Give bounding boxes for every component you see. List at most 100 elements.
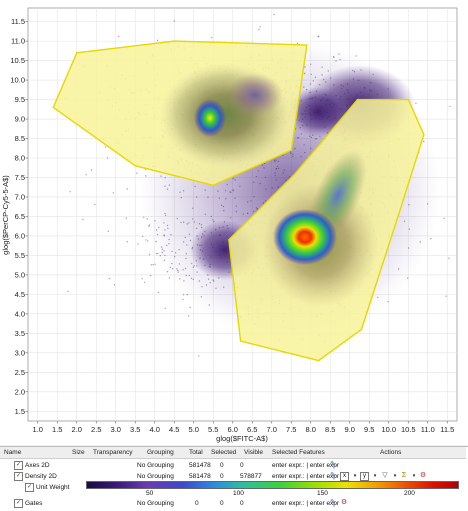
density-point [323,78,325,81]
col-header-selected-features[interactable]: Selected Features [272,449,325,456]
density-point [322,106,324,109]
table-row-unit-weight[interactable]: ✓ Unit Weight [0,482,466,493]
density-point [315,105,318,107]
density-point [171,268,174,270]
col-header-visible[interactable]: Visible [244,449,264,456]
density-point [191,262,193,265]
sum-dropdown-icon[interactable]: ▾ [412,473,416,479]
density-point [222,241,224,243]
density-point [168,277,171,279]
density-point [199,244,201,247]
visibility-checkbox[interactable]: ✓ [14,472,23,481]
density-point [177,269,179,272]
density-point [136,172,138,174]
density-colorbar [86,481,459,489]
x-tick-label: 9.0 [345,425,355,434]
table-row-axes-2d[interactable]: ✓ Axes 2D No Grouping 581478 0 0 enter e… [0,460,466,471]
x-tick-label: 11.0 [421,425,435,434]
col-header-transparency[interactable]: Transparency [93,449,133,456]
y-tick-label: 5.0 [15,270,25,279]
density-point [314,76,317,79]
settings-icon[interactable]: ⚙ [419,472,427,479]
density-point [294,147,296,150]
edit-icon[interactable]: ✎ [330,472,336,479]
density-point [208,304,210,306]
row-grouping[interactable]: No Grouping [137,462,174,469]
density-point [340,84,343,87]
density-point [359,91,362,94]
col-header-name[interactable]: Name [4,449,22,456]
row-features[interactable]: enter expr.: | enter expr [272,473,340,480]
colorbar-tick: 150 [317,490,328,497]
density-point [164,212,166,215]
density-point [304,116,306,118]
density-point [403,220,406,223]
row-grouping[interactable]: No Grouping [137,500,174,507]
density-point [202,258,205,260]
density-point [186,293,189,296]
density-point [155,253,158,255]
density-point [311,97,313,100]
density-point [310,63,312,65]
plot-panel[interactable]: 1.0 1.5 2.0 2.5 3.0 3.5 4.0 4.5 5.0 5.5 6.0 6.5 7.0 7… [0,0,468,445]
density-point [157,291,160,294]
density-point [188,222,190,224]
density-point [234,197,236,199]
density-point [149,274,152,277]
edit-icon[interactable]: ✎ [330,499,336,506]
settings-icon[interactable]: ⚙ [340,499,348,506]
filter-dropdown-icon[interactable]: ▾ [393,473,397,479]
density-point [180,196,182,199]
col-header-selected[interactable]: Selected [211,449,237,456]
density-point [184,267,187,270]
density-point [226,183,228,186]
density-point [193,265,195,267]
density-point [164,307,166,309]
density-point [338,53,340,55]
edit-icon[interactable]: ✎ [330,461,336,468]
density-point [143,281,146,283]
density-plot[interactable]: 1.0 1.5 2.0 2.5 3.0 3.5 4.0 4.5 5.0 5.5 6.0 6.5 7.0 7… [0,0,468,445]
density-point [196,196,198,198]
y-axis-icon[interactable]: y [360,472,369,481]
density-point [252,210,255,212]
col-header-actions[interactable]: Actions [380,449,402,456]
visibility-checkbox[interactable]: ✓ [14,499,23,508]
layer-table[interactable]: Name Size Transparency Grouping Total Se… [0,446,468,511]
density-point [179,191,181,193]
col-header-total[interactable]: Total [189,449,203,456]
density-point [155,229,158,231]
density-point [191,218,194,220]
row-features[interactable]: enter expr.: | enter expr [272,500,340,507]
row-selected: 0 [220,462,224,469]
density-point [112,192,115,194]
visibility-checkbox[interactable]: ✓ [14,461,23,470]
x-axis-dropdown-icon[interactable]: ▾ [353,473,357,479]
table-row-gates[interactable]: ✓ Gates No Grouping 0 0 0 enter expr.: |… [0,498,466,509]
row-grouping[interactable]: No Grouping [137,473,174,480]
density-point [326,117,329,119]
col-header-size[interactable]: Size [72,449,85,456]
x-tick-label: 3.5 [130,425,140,434]
density-point [372,73,374,76]
y-axis-dropdown-icon[interactable]: ▾ [373,473,377,479]
row-features[interactable]: enter expr.: | enter expr [272,462,340,469]
density-point [152,264,154,266]
sum-icon[interactable]: Σ [401,472,407,479]
filter-icon[interactable]: ▽ [382,472,388,479]
density-point [194,185,196,188]
density-point [408,228,410,230]
density-point [289,151,292,153]
visibility-checkbox[interactable]: ✓ [25,483,34,492]
density-point [302,118,304,120]
table-row-density-2d[interactable]: ✓ Density 2D No Grouping 581478 0 578877… [0,471,466,482]
density-point [107,230,110,232]
x-axis-icon[interactable]: x [340,472,349,481]
density-point [262,202,264,204]
density-point [147,240,149,242]
col-header-grouping[interactable]: Grouping [147,449,174,456]
density-point [218,277,220,279]
density-point [312,80,315,82]
density-point [332,102,334,105]
density-point [370,82,372,84]
